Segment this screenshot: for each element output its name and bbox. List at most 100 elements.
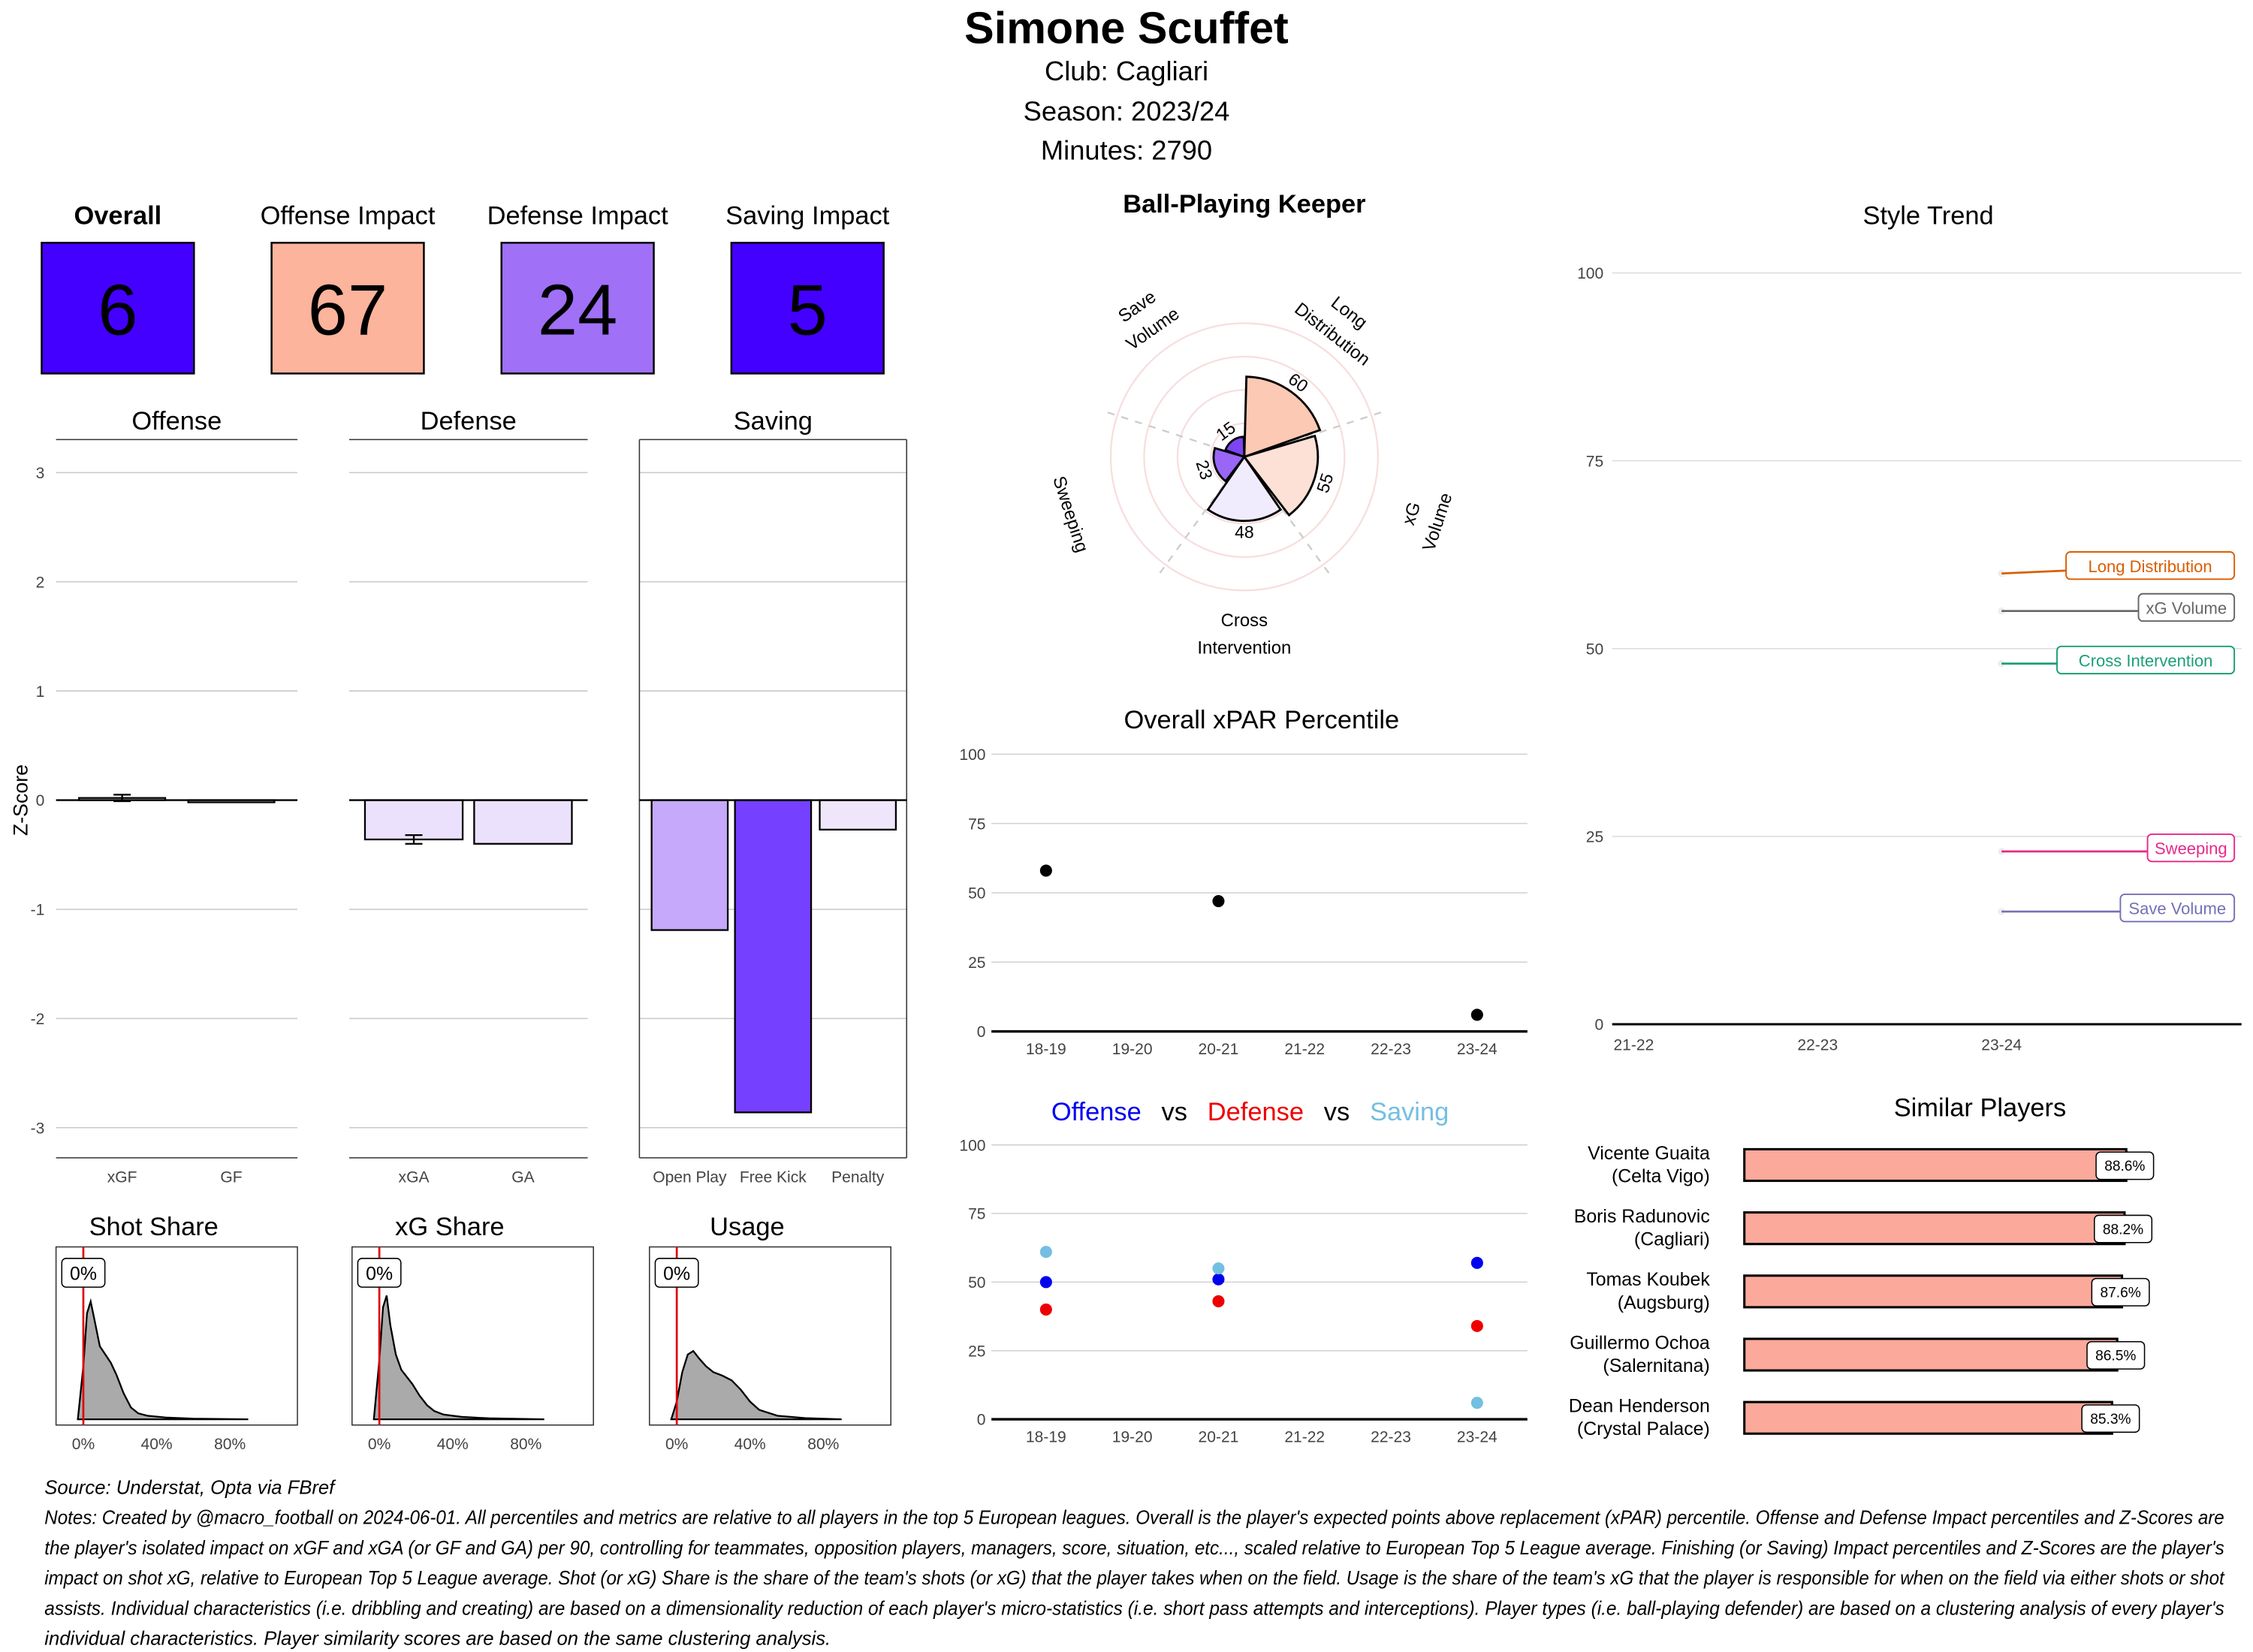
- bar-free-kick: [734, 799, 813, 1114]
- kpi-label: Offense Impact: [261, 201, 436, 230]
- similarity-label-box: [2091, 1277, 2150, 1307]
- x-tick-label: 18-19: [1026, 1041, 1066, 1058]
- trend-label: xG Volume: [2146, 599, 2227, 618]
- polar-category-label: xGVolume: [1393, 482, 1457, 553]
- x-tick-label: 40%: [734, 1436, 766, 1453]
- y-tick-label: -3: [31, 1120, 45, 1137]
- offense-defense-saving-chart: Offense vs Defense vs Saving 0 25 50 75 100 18-19 1…: [959, 1098, 1528, 1446]
- polar-wedge-save-volume: [1223, 436, 1246, 459]
- player-name: Tomas Koubek: [1586, 1269, 1710, 1290]
- player-club: (Crystal Palace): [1577, 1418, 1710, 1439]
- title-part: Defense: [1208, 1098, 1304, 1126]
- x-tick-label: 20-21: [1199, 1041, 1239, 1058]
- x-tick-label: 23-24: [1457, 1041, 1497, 1058]
- polar-category-line: Cross: [1221, 610, 1268, 631]
- sector-divider: [1100, 409, 1211, 447]
- point-defense: [1470, 1319, 1483, 1332]
- player-value-label: 0%: [366, 1264, 393, 1285]
- kpi-tile: [41, 242, 195, 375]
- y-tick-label: 0: [977, 1412, 986, 1429]
- kpi-value: 24: [538, 270, 617, 351]
- x-tick-label: Open Play: [653, 1168, 727, 1186]
- similarity-value: 85.3%: [2090, 1412, 2131, 1427]
- polar-category-label: Cross Intervention: [1197, 610, 1291, 658]
- point-offense: [1039, 1276, 1052, 1289]
- polar-wedge-long-distribution: [1243, 375, 1322, 459]
- trend-label: Cross Intervention: [2079, 652, 2213, 671]
- y-tick-label: 25: [968, 954, 985, 972]
- density-panel-usage: Usage 0% 0% 40% 80%: [649, 1213, 891, 1453]
- trend-label: Long Distribution: [2089, 557, 2212, 576]
- similar-player-name: Vicente Guaita (Celta Vigo): [1588, 1143, 1710, 1187]
- point-offense: [1470, 1256, 1483, 1269]
- trend-label: Sweeping: [2155, 840, 2227, 858]
- y-tick-label: 0: [977, 1023, 986, 1041]
- x-tick-label: Penalty: [831, 1168, 885, 1186]
- minutes-line: Minutes: 2790: [1041, 134, 1212, 165]
- polar-value-label: 48: [1235, 523, 1254, 542]
- x-tick-label: 21-22: [1284, 1429, 1325, 1446]
- point-saving: [1039, 1246, 1052, 1259]
- trend-label-box: [2119, 894, 2236, 923]
- kpi-value: 6: [98, 270, 137, 351]
- y-tick-label: 0: [1595, 1017, 1604, 1034]
- x-tick-label: 20-21: [1199, 1429, 1239, 1446]
- similarity-label-box: [2095, 1151, 2155, 1180]
- x-tick-label: 0%: [368, 1436, 391, 1453]
- similarity-bar: [1743, 1337, 2119, 1372]
- x-tick-label: GF: [220, 1168, 242, 1186]
- polar-wedge-sweeping: [1212, 446, 1247, 483]
- y-tick-label: 3: [36, 465, 45, 482]
- x-tick-label: 22-23: [1797, 1036, 1838, 1054]
- player-value-label: 0%: [663, 1264, 690, 1285]
- similar-player-row: Guillermo Ochoa (Salernitana) 86.5%: [1570, 1332, 2146, 1376]
- player-value-badge: [357, 1258, 402, 1288]
- x-tick-label: 19-20: [1112, 1429, 1153, 1446]
- point-offense: [1212, 1273, 1225, 1286]
- chart-title: Ball-Playing Keeper: [1123, 190, 1365, 219]
- similar-player-row: Vicente Guaita (Celta Vigo) 88.6%: [1588, 1143, 2155, 1187]
- y-tick-label: 100: [1577, 265, 1603, 282]
- kpi-tile: [270, 242, 425, 375]
- zscore-chart: Z-Score 3 2 1 0 -1 -2 -3 Offense xGF GF Defense xGA G…: [9, 407, 908, 1186]
- density-panel-shot-share: Shot Share 0% 0% 40% 80%: [55, 1213, 298, 1453]
- x-tick-label: 23-24: [1457, 1429, 1497, 1446]
- kpi-value: 67: [308, 270, 388, 351]
- y-tick-label: -1: [31, 902, 45, 919]
- title-part: Offense: [1051, 1098, 1142, 1126]
- panel-title: Offense: [131, 407, 222, 436]
- x-tick-label: 23-24: [1981, 1036, 2022, 1054]
- player-name: Dean Henderson: [1569, 1396, 1710, 1417]
- panel-title: xG Share: [395, 1213, 504, 1241]
- trend-line: [2001, 569, 2067, 575]
- radial-gridline: [1109, 322, 1379, 592]
- y-tick-label: 50: [1586, 641, 1603, 658]
- x-tick-label: xGF: [107, 1168, 137, 1186]
- zscore-panel-offense: Offense xGF GF: [56, 407, 298, 1186]
- y-tick-label: -2: [31, 1011, 45, 1028]
- style-polar-chart: Ball-Playing Keeper60LongDistribution55x…: [1048, 190, 1456, 658]
- player-club: (Salernitana): [1603, 1355, 1709, 1376]
- kpi-label: Overall: [74, 201, 162, 230]
- x-tick-label: 0%: [72, 1436, 95, 1453]
- polar-category-label: Sweeping: [1048, 474, 1092, 555]
- x-tick-label: 22-23: [1371, 1429, 1411, 1446]
- notes-line: individual characteristics. Player simil…: [44, 1628, 831, 1649]
- similarity-label-box: [2081, 1404, 2140, 1433]
- x-tick-label: 80%: [214, 1436, 246, 1453]
- kpi-label: Saving Impact: [725, 201, 890, 230]
- point-overall: [1470, 1008, 1483, 1021]
- notes-line: assists. Individual characteristics (i.e…: [44, 1598, 2224, 1619]
- panel-title: Defense: [421, 407, 517, 436]
- bar-ga: [473, 799, 573, 845]
- player-club: (Augsburg): [1618, 1292, 1710, 1313]
- bar-xga: [363, 799, 464, 841]
- kpi-tile: [500, 242, 655, 375]
- polar-category-line: Sweeping: [1048, 474, 1092, 555]
- similar-player-name: Tomas Koubek (Augsburg): [1586, 1269, 1710, 1313]
- player-name-title: Simone Scuffet: [964, 2, 1289, 53]
- y-tick-label: 2: [36, 574, 45, 591]
- kpi-label: Defense Impact: [487, 201, 669, 230]
- notes-text: Notes: Created by @macro_football on 202…: [44, 1508, 2225, 1650]
